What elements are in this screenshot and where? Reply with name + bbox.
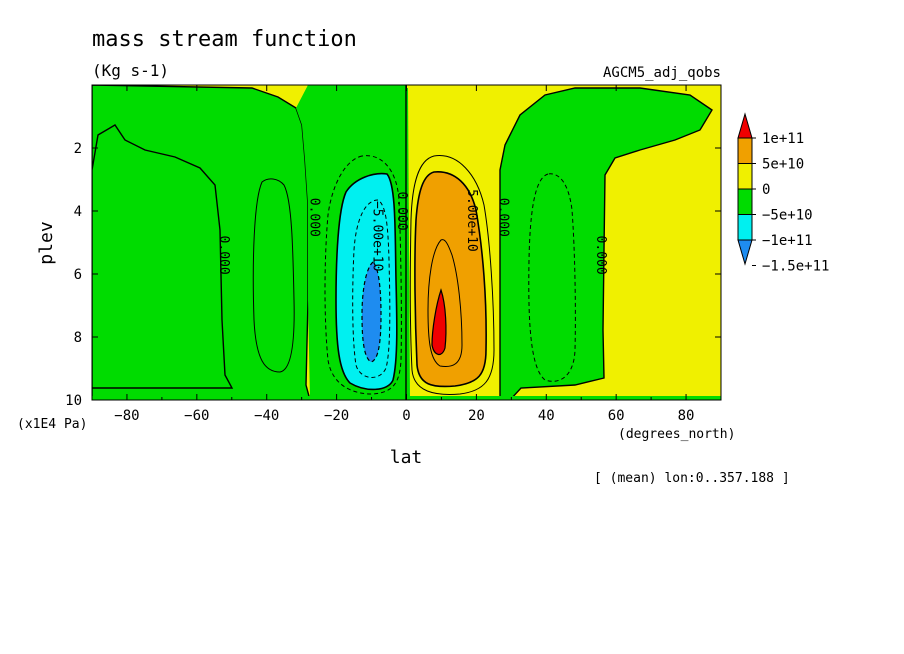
y-tick-label: 2: [74, 141, 82, 157]
x-axis-label: lat: [390, 447, 423, 468]
plot-area: 0.000 0.000 0.000 0.000 0.000 −5.00e+10 5.00e+…: [92, 85, 721, 400]
contour-label: 5.00e+10: [464, 189, 479, 252]
y-axis-label: plev: [36, 221, 57, 264]
colorbar-extend-min: [737, 239, 753, 266]
contour-northern-hadley-mid: [427, 239, 463, 367]
y-tick-label: 10: [65, 393, 82, 409]
contour-southern-hadley-outer: [324, 155, 402, 395]
colorbar: 1e+11 5e+10 0 −5e+10 −1e+11 −1.5e+11: [737, 112, 829, 275]
footnote: [ (mean) lon:0..357.188 ]: [594, 471, 790, 486]
x-axis: −80 −60 −40 −20 0 20 40 60 80: [91, 85, 722, 424]
y-axis-units: (x1E4 Pa): [17, 417, 87, 432]
y-tick-label: 6: [74, 267, 82, 283]
contour-labels: 0.000 0.000 0.000 0.000 0.000 −5.00e+10 5.00e+…: [216, 189, 608, 275]
colorbar-swatch: [737, 214, 753, 241]
contour-label-text: 0.000: [216, 236, 231, 275]
contour-southern-ferrel-inner: [252, 178, 295, 373]
colorbar-label: 1e+11: [762, 131, 804, 147]
x-tick-label: −40: [254, 408, 279, 424]
contour-label-text: −5.00e+10: [370, 201, 385, 271]
x-tick-label: 0: [402, 408, 410, 424]
contour-label-text: 5.00e+10: [464, 189, 479, 252]
region-south-polar-negative: [92, 85, 311, 400]
x-tick-label: 80: [678, 408, 695, 424]
contour-label: 0.000: [593, 236, 608, 275]
colorbar-label: −5e+10: [762, 208, 813, 224]
region-southern-hadley-core: [361, 261, 382, 363]
colorbar-label: −1e+11: [762, 233, 813, 249]
colorbar-swatch: [737, 188, 753, 215]
chart-units: (Kg s-1): [92, 61, 169, 80]
contour-label-text: 0.000: [593, 236, 608, 275]
experiment-label: AGCM5_adj_qobs: [603, 65, 721, 81]
contour-label: 0.000: [307, 198, 322, 237]
colorbar-label: −1.5e+11: [762, 259, 829, 275]
x-tick-label: −20: [324, 408, 349, 424]
colorbar-label: 0: [762, 182, 770, 198]
chart-title: mass stream function: [92, 27, 357, 52]
x-axis-units: (degrees_north): [618, 427, 735, 442]
contour-label: 0.000: [495, 198, 510, 237]
x-tick-label: 40: [538, 408, 555, 424]
colorbar-swatch: [737, 137, 753, 164]
region-northern-hadley-core: [431, 288, 447, 355]
y-axis: 2 4 6 8 10: [65, 141, 721, 409]
contour-label-text: 0.000: [495, 198, 510, 237]
contour-label: −5.00e+10: [370, 201, 385, 271]
contour-northern-hadley-outer: [409, 155, 495, 395]
contour-label: 0.000: [216, 236, 231, 275]
y-tick-label: 4: [74, 204, 82, 220]
colorbar-extend-max: [737, 112, 753, 139]
x-tick-label: 60: [608, 408, 625, 424]
x-tick-label: 20: [468, 408, 485, 424]
contour-label-text: 0.000: [307, 198, 322, 237]
x-tick-label: −80: [114, 408, 139, 424]
region-north-polar-negative: [499, 87, 713, 400]
contour-label: 0.000: [394, 191, 409, 230]
y-tick-label: 8: [74, 330, 82, 346]
colorbar-swatch: [737, 163, 753, 190]
colorbar-label: 5e+10: [762, 157, 804, 173]
contour-southern-hadley-mid: [352, 199, 391, 378]
contour-label-text: 0.000: [394, 191, 409, 230]
x-tick-label: −60: [184, 408, 209, 424]
